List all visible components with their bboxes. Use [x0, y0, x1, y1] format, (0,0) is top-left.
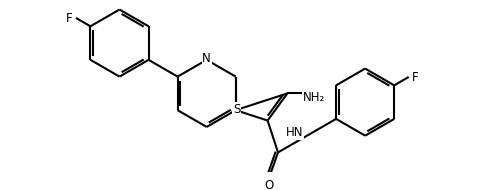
Text: HN: HN: [286, 127, 303, 139]
Text: NH₂: NH₂: [303, 90, 325, 104]
Text: S: S: [233, 103, 240, 116]
Text: F: F: [412, 71, 419, 84]
Text: F: F: [66, 12, 72, 25]
Text: N: N: [202, 52, 211, 65]
Text: O: O: [264, 179, 274, 190]
